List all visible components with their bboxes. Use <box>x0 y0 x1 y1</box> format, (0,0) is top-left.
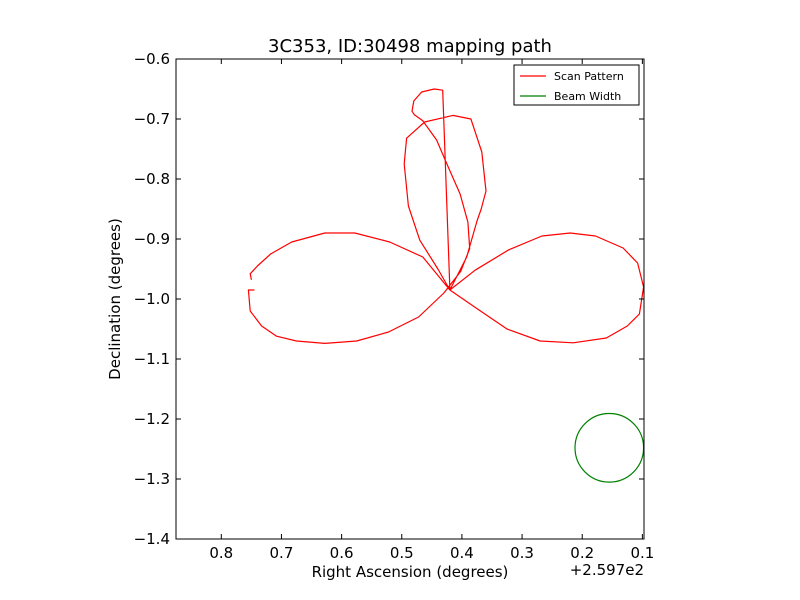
x-tick-label: 0.7 <box>270 544 294 562</box>
x-tick-label: 0.8 <box>209 544 233 562</box>
y-tick-label: −1.3 <box>134 470 170 488</box>
legend-label-beam-width: Beam Width <box>554 90 621 103</box>
legend: Scan Pattern Beam Width <box>513 64 640 106</box>
x-axis-label: Right Ascension (degrees) <box>312 563 509 581</box>
x-tick-label: 0.1 <box>630 544 654 562</box>
y-tick-label: −0.7 <box>134 110 170 128</box>
y-tick-label: −0.8 <box>134 170 170 188</box>
y-tick-label: −0.6 <box>134 50 170 68</box>
y-axis-label: Declination (degrees) <box>106 218 124 380</box>
x-axis-ticks: 0.8 0.7 0.6 0.5 0.4 0.3 0.2 0.1 <box>209 59 654 562</box>
y-tick-label: −1.1 <box>134 350 170 368</box>
y-axis-ticks: −0.6 −0.7 −0.8 −0.9 −1.0 −1.1 −1.2 −1.3 −1.4 <box>134 50 644 548</box>
y-tick-label: −1.2 <box>134 410 170 428</box>
y-tick-label: −1.4 <box>134 530 170 548</box>
x-axis-offset-label: +2.597e2 <box>570 561 644 579</box>
x-tick-label: 0.6 <box>330 544 354 562</box>
x-tick-label: 0.4 <box>450 544 474 562</box>
y-tick-label: −1.0 <box>134 290 170 308</box>
x-tick-label: 0.3 <box>510 544 534 562</box>
legend-box <box>513 64 640 106</box>
chart-title: 3C353, ID:30498 mapping path <box>268 36 552 57</box>
legend-label-scan-pattern: Scan Pattern <box>554 70 624 83</box>
x-tick-label: 0.2 <box>570 544 594 562</box>
plot-background <box>176 59 644 539</box>
y-tick-label: −0.9 <box>134 230 170 248</box>
series-scan-pattern <box>247 88 645 344</box>
x-tick-label: 0.5 <box>390 544 414 562</box>
